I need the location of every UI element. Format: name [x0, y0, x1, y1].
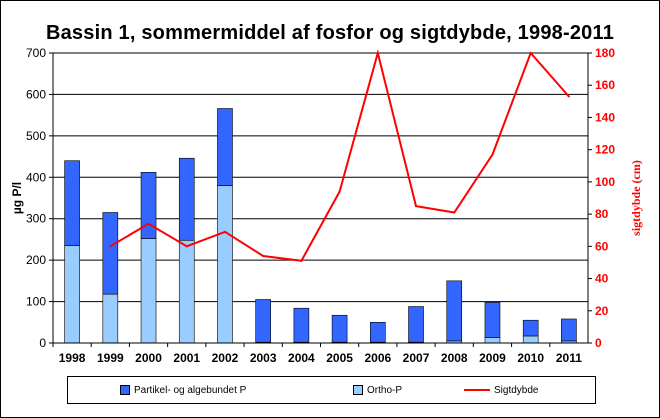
y-tick-label: 700 — [26, 46, 46, 60]
x-tick-label: 2011 — [556, 351, 582, 365]
x-tick-label: 2008 — [441, 351, 468, 365]
point-sigtdybde — [529, 52, 532, 54]
bar-particle-p — [178, 157, 195, 241]
x-tick-label: 2003 — [250, 351, 277, 365]
legend: Partikel- og algebundet P Ortho-P Sigtdy… — [67, 376, 596, 404]
point-sigtdybde — [147, 222, 150, 225]
y-tick-label: 0 — [39, 336, 46, 350]
x-tick-label: 2007 — [403, 351, 430, 365]
y2-tick-label: 80 — [595, 207, 609, 221]
y2-tick-label: 40 — [595, 272, 609, 286]
bar-particle-p — [102, 212, 119, 295]
y2-tick-label: 140 — [595, 110, 615, 124]
point-sigtdybde — [109, 245, 112, 248]
y2-tick-label: 160 — [595, 78, 615, 92]
bar-particle-p — [484, 302, 501, 338]
point-sigtdybde — [376, 52, 379, 54]
legend-line-sigtdybde — [464, 389, 490, 391]
bar-particle-p — [255, 299, 271, 343]
point-sigtdybde — [491, 153, 494, 156]
point-sigtdybde — [262, 255, 265, 257]
bar-particle-p — [446, 280, 463, 342]
x-tick-label: 2001 — [173, 351, 200, 365]
y-tick-label: 100 — [26, 295, 46, 309]
y2-tick-label: 180 — [595, 46, 615, 60]
x-tick-label: 1998 — [59, 351, 86, 365]
bar-particle-p — [217, 108, 233, 186]
y2-tick-label: 60 — [595, 239, 609, 253]
point-sigtdybde — [415, 205, 418, 208]
y2-tick-label: 0 — [595, 336, 602, 350]
x-tick-label: 2004 — [288, 351, 315, 365]
point-sigtdybde — [567, 95, 570, 98]
bar-ortho-p — [522, 335, 539, 344]
y2-tick-label: 20 — [595, 304, 609, 318]
bar-ortho-p — [217, 185, 233, 344]
point-sigtdybde — [185, 245, 188, 248]
y2-tick-label: 120 — [595, 143, 615, 157]
x-tick-label: 2009 — [479, 351, 506, 365]
bar-particle-p — [408, 306, 424, 343]
y-axis-label: µg P/l — [10, 182, 24, 214]
legend-item-sigtdybde: Sigtdybde — [464, 384, 538, 396]
bar-particle-p — [293, 307, 310, 343]
bar-ortho-p — [484, 337, 501, 344]
x-tick-label: 2002 — [212, 351, 239, 365]
y-tick-label: 200 — [26, 253, 46, 267]
bar-ortho-p — [178, 239, 195, 344]
legend-item-ortho-p: Ortho-P — [353, 384, 402, 396]
point-sigtdybde — [300, 259, 303, 262]
legend-swatch-particle-p — [120, 385, 130, 395]
y2-axis-label: sigtdybde (cm) — [629, 160, 643, 236]
y-tick-label: 600 — [26, 87, 46, 101]
x-tick-label: 1999 — [97, 351, 124, 365]
y-tick-label: 300 — [26, 212, 46, 226]
bar-particle-p — [561, 318, 577, 342]
chart-title: Bassin 1, sommermiddel af fosfor og sigt… — [45, 22, 615, 44]
bar-particle-p — [64, 160, 80, 246]
point-sigtdybde — [338, 190, 341, 193]
bar-particle-p — [331, 314, 348, 343]
bar-particle-p — [522, 319, 539, 337]
x-tick-label: 2010 — [517, 351, 544, 365]
y-tick-label: 500 — [26, 129, 46, 143]
bar-particle-p — [370, 321, 386, 343]
legend-label-ortho-p: Ortho-P — [367, 384, 403, 396]
bar-ortho-p — [102, 293, 119, 344]
legend-label-particle-p: Partikel- og algebundet P — [134, 384, 247, 396]
bar-ortho-p — [140, 238, 157, 344]
point-sigtdybde — [453, 211, 456, 214]
x-tick-label: 2005 — [326, 351, 353, 365]
bar-ortho-p — [64, 245, 80, 344]
y-tick-label: 400 — [26, 170, 46, 184]
point-sigtdybde — [223, 230, 226, 233]
bar-particle-p — [140, 172, 157, 239]
y2-tick-label: 100 — [595, 175, 615, 189]
legend-swatch-ortho-p — [353, 385, 363, 395]
legend-item-particle-p: Partikel- og algebundet P — [120, 384, 246, 396]
x-tick-label: 2000 — [135, 351, 162, 365]
x-tick-label: 2006 — [364, 351, 391, 365]
legend-label-sigtdybde: Sigtdybde — [494, 384, 539, 396]
